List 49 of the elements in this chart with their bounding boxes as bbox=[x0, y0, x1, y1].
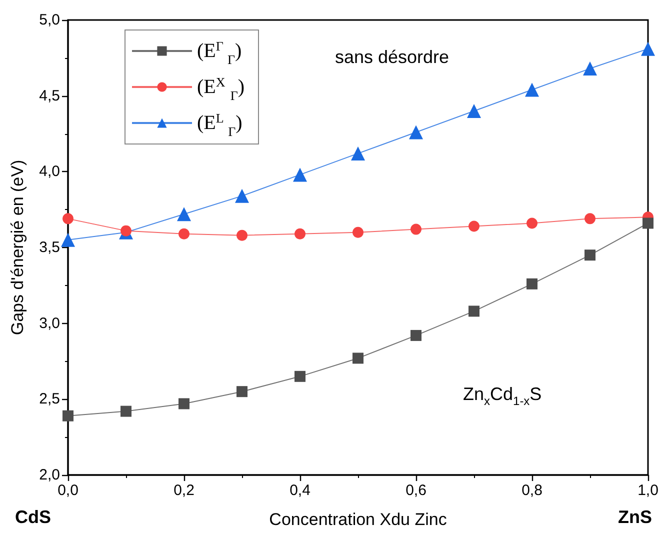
y-tick-label: 2,5 bbox=[39, 390, 60, 408]
point bbox=[236, 230, 248, 241]
y-tick-label: 3,5 bbox=[39, 239, 60, 256]
y-tick-label: 4,0 bbox=[39, 163, 60, 180]
point bbox=[584, 213, 596, 224]
point bbox=[177, 207, 191, 222]
y-tick-label: 5,0 bbox=[39, 12, 60, 28]
point bbox=[61, 232, 75, 247]
point bbox=[293, 168, 307, 182]
point bbox=[409, 125, 423, 140]
point bbox=[62, 213, 74, 224]
x-axis-title: Concentration Xdu Zinc bbox=[269, 510, 448, 529]
x-tick-label: 1,0 bbox=[638, 482, 658, 499]
x-tick-label: 0,4 bbox=[290, 482, 310, 499]
point bbox=[410, 224, 422, 235]
point bbox=[410, 330, 422, 341]
text: CdS bbox=[15, 507, 51, 527]
point bbox=[525, 82, 539, 97]
point bbox=[236, 386, 248, 398]
point bbox=[641, 42, 655, 56]
x-tick-label: 0,2 bbox=[174, 482, 194, 499]
y-tick-label: 4,5 bbox=[39, 87, 60, 104]
point bbox=[583, 62, 597, 76]
point bbox=[178, 228, 190, 240]
point bbox=[294, 370, 306, 382]
y-axis-title: Gaps d'énergié en (eV) bbox=[8, 160, 27, 336]
annotation: sans désordre bbox=[335, 47, 450, 67]
point bbox=[468, 306, 480, 317]
point bbox=[642, 218, 654, 229]
point bbox=[468, 220, 480, 232]
y-tick-label: 3,0 bbox=[39, 314, 60, 332]
point bbox=[467, 104, 481, 118]
point bbox=[120, 406, 132, 417]
point bbox=[526, 218, 538, 229]
point bbox=[62, 410, 74, 422]
point bbox=[235, 188, 249, 203]
x-tick-label: 0,6 bbox=[406, 482, 426, 499]
point bbox=[351, 146, 365, 160]
point bbox=[294, 228, 306, 240]
text: ZnS bbox=[618, 507, 652, 527]
point bbox=[352, 352, 364, 364]
point bbox=[120, 225, 132, 236]
x-tick-label: 0,0 bbox=[58, 482, 78, 499]
point bbox=[584, 250, 596, 261]
point bbox=[178, 398, 190, 410]
y-tick-label: 2,0 bbox=[39, 466, 60, 484]
x-tick-label: 0,8 bbox=[522, 482, 542, 499]
point bbox=[352, 226, 364, 238]
point bbox=[526, 278, 538, 290]
